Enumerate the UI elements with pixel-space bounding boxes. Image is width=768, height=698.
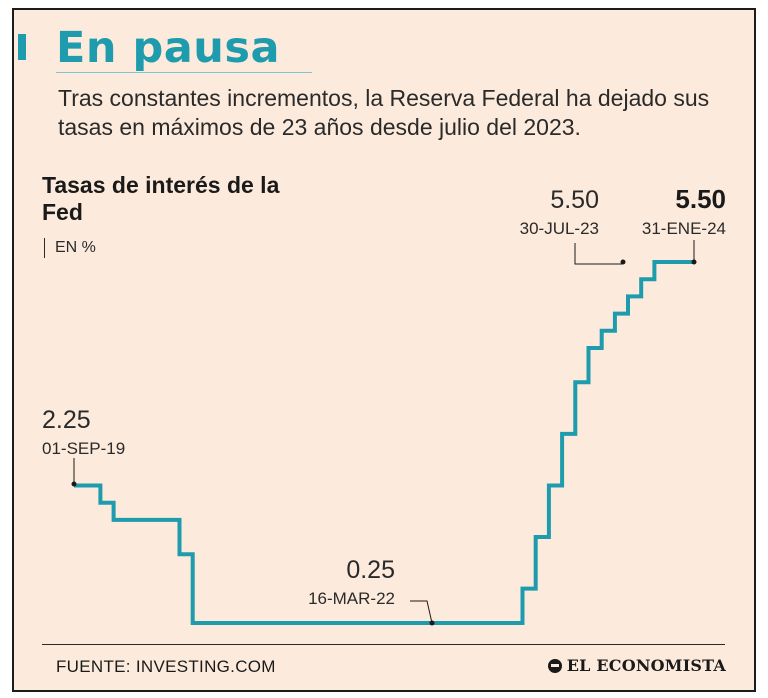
- annotation-value-min: 0.25: [346, 556, 395, 584]
- marker-dot-end: [691, 259, 697, 265]
- brand-logo-icon: [547, 658, 562, 673]
- marker-dot-min: [429, 620, 435, 626]
- footer-divider: [42, 644, 725, 645]
- leader-line-peak: [574, 243, 623, 265]
- chart-unit-label: EN %: [44, 238, 96, 258]
- brand-name: EL ECONOMISTA: [566, 656, 726, 675]
- title-accent-bar: [18, 34, 26, 60]
- subtitle: Tras constantes incrementos, la Reserva …: [58, 85, 710, 140]
- annotation-date-start: 01-SEP-19: [42, 439, 125, 458]
- source-note: FUENTE: INVESTING.COM: [56, 657, 276, 676]
- annotation-value-start: 2.25: [42, 406, 91, 434]
- page-title: En pausa: [56, 23, 280, 73]
- title-underline: [56, 72, 312, 73]
- brand-logo: EL ECONOMISTA: [547, 656, 726, 675]
- leader-line-min: [410, 600, 433, 624]
- marker-dot-peak: [620, 259, 626, 265]
- annotation-date-peak: 30-JUL-23: [520, 219, 599, 238]
- annotation-date-end: 31-ENE-24: [642, 219, 726, 238]
- annotation-value-peak: 5.50: [550, 186, 599, 214]
- annotation-date-min: 16-MAR-22: [308, 589, 395, 608]
- annotation-value-end: 5.50: [675, 184, 726, 214]
- marker-dot-start: [71, 481, 77, 487]
- chart-title: Tasas de interés de la Fed: [42, 172, 280, 225]
- infographic-frame: [12, 8, 756, 692]
